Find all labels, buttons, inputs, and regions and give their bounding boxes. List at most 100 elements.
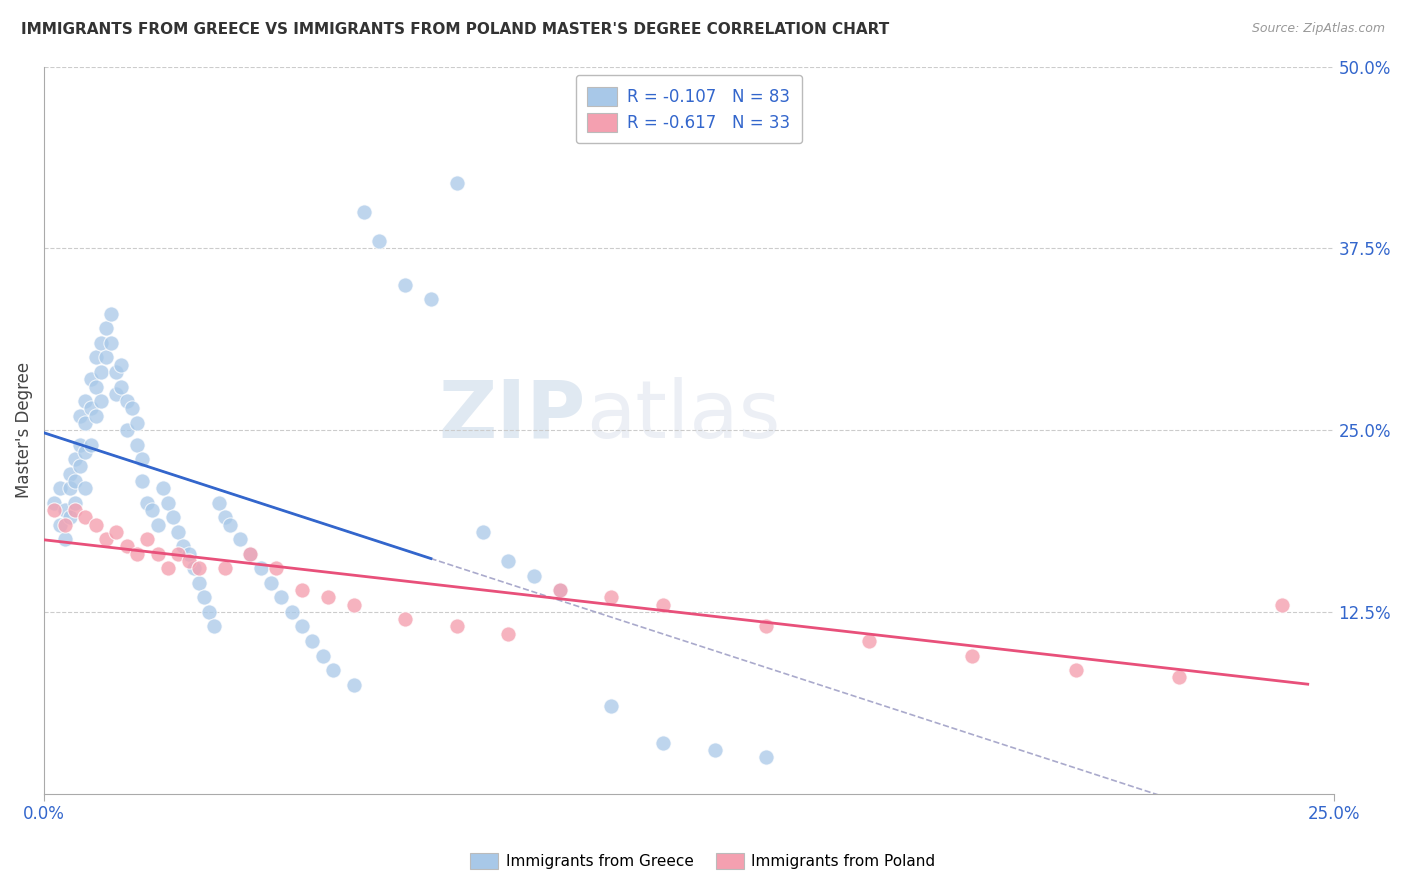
Point [1167,670,1189,684]
Point [193,591,215,605]
Point [44,503,66,517]
Point [100,335,122,350]
Point [600,591,623,605]
Point [962,648,984,663]
Point [322,663,344,677]
Point [75,394,97,409]
Point [446,176,468,190]
Point [110,379,132,393]
Point [121,401,143,416]
Point [446,619,468,633]
Point [59,510,82,524]
Point [755,750,778,764]
Point [141,503,163,517]
Point [1271,598,1294,612]
Point [202,619,225,633]
Point [115,394,138,409]
Point [239,547,262,561]
Point [115,540,138,554]
Y-axis label: Master's Degree: Master's Degree [15,362,32,499]
Point [44,496,66,510]
Point [100,307,122,321]
Point [548,583,571,598]
Point [523,568,546,582]
Point [1064,663,1087,677]
Point [79,438,101,452]
Point [652,598,675,612]
Point [270,591,292,605]
Point [84,351,107,365]
Point [316,591,339,605]
Point [94,532,117,546]
Point [94,351,117,365]
Point [48,517,70,532]
Point [79,401,101,416]
Point [53,517,76,532]
Point [419,292,441,306]
Point [69,409,91,423]
Point [167,524,190,539]
Point [311,648,333,663]
Point [342,598,364,612]
Point [172,540,194,554]
Point [63,503,86,517]
Point [131,452,153,467]
Point [342,678,364,692]
Point [84,517,107,532]
Text: Source: ZipAtlas.com: Source: ZipAtlas.com [1251,22,1385,36]
Point [249,561,271,575]
Point [69,438,91,452]
Point [208,496,231,510]
Text: atlas: atlas [586,376,780,455]
Point [131,474,153,488]
Point [136,496,159,510]
Point [858,634,880,648]
Point [105,365,128,379]
Point [548,583,571,598]
Point [90,394,112,409]
Point [156,496,179,510]
Point [198,605,221,619]
Point [218,517,240,532]
Point [63,496,86,510]
Point [63,452,86,467]
Point [90,365,112,379]
Point [125,416,148,430]
Point [146,547,169,561]
Point [301,634,323,648]
Point [264,561,287,575]
Point [90,335,112,350]
Point [69,459,91,474]
Point [214,561,236,575]
Point [471,524,494,539]
Point [94,321,117,335]
Point [703,743,725,757]
Point [353,205,375,219]
Point [755,619,778,633]
Point [84,379,107,393]
Point [53,503,76,517]
Point [136,532,159,546]
Point [125,438,148,452]
Point [394,277,416,292]
Point [75,445,97,459]
Point [105,524,128,539]
Legend: Immigrants from Greece, Immigrants from Poland: Immigrants from Greece, Immigrants from … [464,847,942,875]
Point [291,583,314,598]
Point [177,547,200,561]
Point [152,481,174,495]
Point [156,561,179,575]
Point [75,510,97,524]
Point [652,736,675,750]
Point [110,358,132,372]
Point [187,575,209,590]
Point [167,547,190,561]
Text: IMMIGRANTS FROM GREECE VS IMMIGRANTS FROM POLAND MASTER'S DEGREE CORRELATION CHA: IMMIGRANTS FROM GREECE VS IMMIGRANTS FRO… [21,22,890,37]
Point [75,416,97,430]
Point [84,409,107,423]
Point [125,547,148,561]
Point [239,547,262,561]
Point [260,575,283,590]
Point [600,699,623,714]
Legend: R = -0.107   N = 83, R = -0.617   N = 33: R = -0.107 N = 83, R = -0.617 N = 33 [575,75,801,144]
